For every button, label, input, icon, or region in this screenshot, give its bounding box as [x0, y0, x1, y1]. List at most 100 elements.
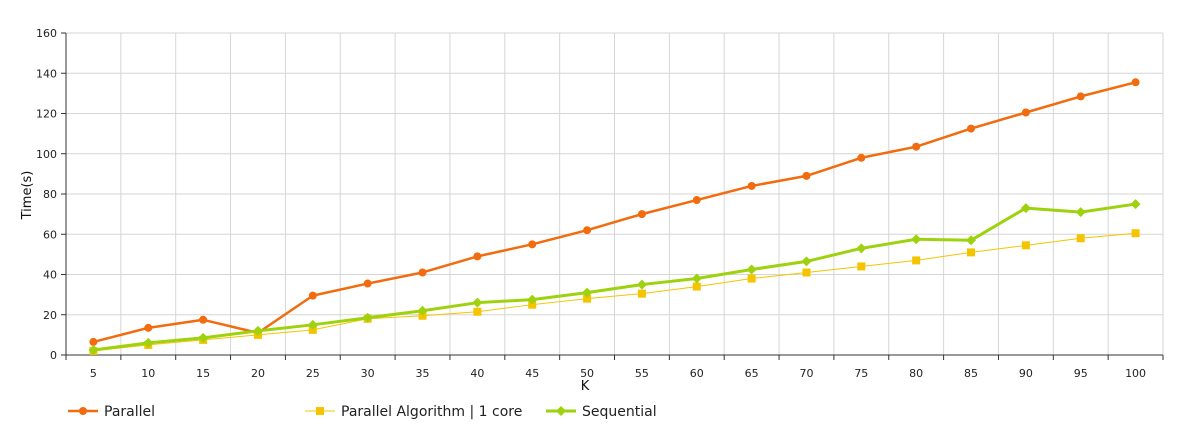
data-point	[472, 297, 483, 308]
y-tick-label: 120	[36, 108, 57, 121]
x-tick-label: 45	[525, 367, 539, 380]
data-point	[528, 300, 537, 309]
data-point	[1020, 203, 1031, 214]
data-point	[966, 235, 977, 246]
data-point	[582, 287, 593, 298]
x-tick-label: 95	[1074, 367, 1088, 380]
series-line	[93, 232, 1136, 352]
data-point	[692, 196, 701, 205]
legend-item: Parallel	[68, 404, 155, 420]
data-point	[967, 124, 976, 133]
data-point	[252, 325, 263, 336]
y-tick-label: 100	[36, 148, 57, 161]
x-tick-label: 100	[1125, 367, 1146, 380]
data-point	[418, 268, 427, 277]
data-point	[857, 262, 866, 271]
y-axis-title: Time(s)	[20, 171, 35, 221]
data-point	[473, 307, 482, 316]
legend-marker	[79, 407, 87, 415]
x-tick-label: 90	[1019, 367, 1033, 380]
data-point	[857, 153, 866, 162]
data-point	[637, 289, 646, 298]
legend: Parallel Parallel Algorithm | 1 core Seque…	[68, 404, 657, 420]
x-tick-label: 40	[470, 367, 484, 380]
legend-marker	[556, 406, 566, 416]
x-tick-label: 15	[196, 367, 210, 380]
data-point	[307, 319, 318, 330]
data-point	[1021, 108, 1030, 117]
series-sequential	[88, 199, 1141, 355]
data-point	[527, 294, 538, 305]
x-tick-label: 30	[361, 367, 375, 380]
y-tick-label: 40	[43, 269, 57, 282]
data-point	[583, 294, 592, 303]
data-point	[856, 243, 867, 254]
x-tick-label: 70	[799, 367, 813, 380]
x-tick-label: 20	[251, 367, 265, 380]
data-point	[1131, 229, 1140, 238]
data-point	[362, 312, 373, 323]
data-point	[746, 264, 757, 275]
legend-label: Parallel Algorithm | 1 core	[341, 404, 522, 420]
data-point	[1076, 234, 1085, 243]
data-point	[89, 337, 98, 346]
series-line	[93, 202, 1136, 352]
data-point	[1075, 207, 1086, 218]
data-point	[528, 240, 537, 249]
data-point	[199, 315, 208, 324]
data-point	[1131, 78, 1140, 87]
legend-label: Sequential	[582, 404, 657, 420]
x-tick-label: 80	[909, 367, 923, 380]
data-point	[88, 344, 99, 355]
legend-item: Sequential	[546, 404, 657, 420]
y-tick-label: 160	[36, 27, 57, 40]
x-tick-label: 5	[90, 367, 97, 380]
x-tick-label: 75	[854, 367, 868, 380]
data-point	[911, 234, 922, 245]
x-axis-title: K	[581, 379, 590, 394]
x-tick-label: 85	[964, 367, 978, 380]
data-point	[198, 332, 209, 343]
grid	[65, 32, 1164, 356]
data-point	[692, 282, 701, 291]
data-point	[801, 256, 812, 267]
x-tick-label: 10	[141, 367, 155, 380]
x-tick-label: 60	[690, 367, 704, 380]
series-line	[93, 81, 1136, 344]
data-point	[473, 252, 482, 261]
y-tick-label: 80	[43, 188, 57, 201]
data-point	[912, 142, 921, 151]
data-point	[691, 273, 702, 284]
data-point	[144, 323, 153, 332]
data-point	[802, 268, 811, 277]
x-tick-label: 35	[416, 367, 430, 380]
y-tick-label: 0	[50, 349, 57, 362]
data-point	[418, 311, 427, 320]
axes: 0 20 40 60 80 100 120 140 160 5 10 15 20 25 30 35 40 45 50…	[36, 27, 1164, 380]
y-tick-label: 60	[43, 228, 57, 241]
x-tick-label: 50	[580, 367, 594, 380]
data-point	[1021, 241, 1030, 250]
data-point	[1076, 92, 1085, 101]
data-point	[417, 305, 428, 316]
data-point	[967, 248, 976, 257]
data-point	[363, 279, 372, 288]
y-tick-label: 20	[43, 309, 57, 322]
data-point	[912, 256, 921, 265]
series-layer	[88, 78, 1141, 355]
y-tick-label: 140	[36, 67, 57, 80]
data-point	[637, 210, 646, 219]
legend-marker	[316, 407, 324, 415]
legend-item: Parallel Algorithm | 1 core	[305, 404, 522, 420]
data-point	[747, 181, 756, 190]
data-point	[636, 279, 647, 290]
x-tick-label: 25	[306, 367, 320, 380]
data-point	[1130, 199, 1141, 210]
data-point	[143, 337, 154, 348]
data-point	[308, 291, 317, 300]
x-tick-label: 65	[745, 367, 759, 380]
data-point	[802, 171, 811, 180]
x-tick-label: 55	[635, 367, 649, 380]
